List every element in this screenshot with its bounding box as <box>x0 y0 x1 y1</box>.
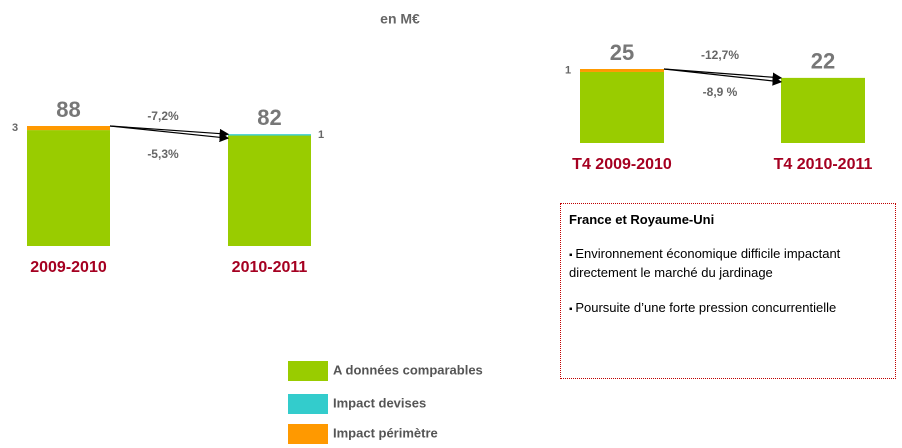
legend-swatch <box>288 361 328 381</box>
legend-label: Impact devises <box>333 395 426 410</box>
bar-segment <box>580 69 664 72</box>
bar-segment <box>27 126 110 131</box>
change-label: -8,9 % <box>703 85 738 99</box>
legend-label: Impact périmètre <box>333 425 438 440</box>
bar-segment <box>781 77 865 143</box>
subtitle: en M€ <box>380 11 420 27</box>
change-label: -7,2% <box>147 109 179 123</box>
change-label: -5,3% <box>147 147 179 161</box>
arrow <box>663 68 783 86</box>
legend-swatch <box>288 424 328 444</box>
category-label: 2010-2011 <box>232 259 308 276</box>
category-label: 2009-2010 <box>30 259 107 276</box>
total-label: 22 <box>811 49 835 74</box>
segment-label: 3 <box>12 122 18 134</box>
total-label: 88 <box>56 97 80 122</box>
total-label: 25 <box>610 40 634 65</box>
note-box: France et Royaume-Uni Environnement écon… <box>560 203 896 379</box>
note-bullet: Environnement économique difficile impac… <box>569 245 887 281</box>
arrow <box>109 125 230 143</box>
bar-segment <box>228 134 311 136</box>
note-bullet: Poursuite d’une forte pression concurren… <box>569 299 887 318</box>
arrow <box>663 68 783 83</box>
total-label: 82 <box>257 105 281 130</box>
legend-swatch <box>288 394 328 414</box>
bar-segment <box>228 135 311 246</box>
segment-label: 1 <box>565 64 571 76</box>
bar-segment <box>580 71 664 143</box>
legend-label: A données comparables <box>333 362 483 377</box>
note-title: France et Royaume-Uni <box>569 212 715 227</box>
change-label: -12,7% <box>701 48 739 62</box>
segment-label: 1 <box>318 129 324 141</box>
category-label: T4 2009-2010 <box>572 156 672 173</box>
arrow <box>109 125 230 139</box>
category-label: T4 2010-2011 <box>774 156 873 173</box>
bar-segment <box>27 130 110 246</box>
